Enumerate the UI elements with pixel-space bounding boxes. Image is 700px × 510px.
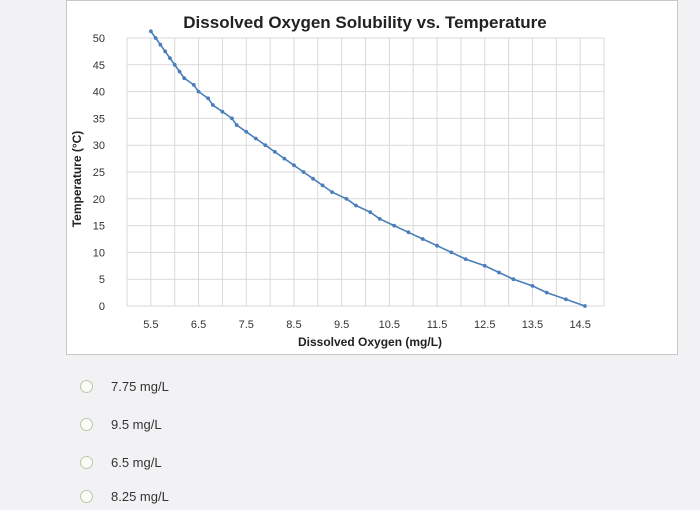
y-tick-label: 10	[93, 247, 105, 259]
data-point	[511, 277, 516, 282]
x-axis-label: Dissolved Oxygen (mg/L)	[298, 335, 442, 349]
x-tick-label: 13.5	[522, 319, 543, 331]
data-point	[330, 190, 335, 195]
y-tick-label: 0	[99, 301, 105, 313]
x-tick-label: 10.5	[379, 319, 400, 331]
data-point	[301, 170, 306, 174]
series-layer	[148, 29, 587, 308]
data-point	[244, 129, 249, 134]
data-point	[463, 257, 468, 261]
data-point	[272, 150, 277, 154]
radio-circle-icon[interactable]	[80, 417, 93, 431]
data-point	[435, 243, 439, 248]
data-point	[530, 284, 535, 288]
data-point	[497, 270, 501, 275]
data-point	[544, 290, 549, 295]
radio-circle-icon[interactable]	[80, 489, 93, 503]
x-tick-label: 11.5	[427, 319, 448, 331]
data-point	[196, 89, 201, 94]
data-point	[420, 237, 425, 241]
series-line	[150, 30, 586, 307]
y-tick-label: 15	[93, 221, 105, 233]
x-tick-label: 9.5	[334, 319, 349, 331]
grid	[126, 37, 605, 307]
data-point	[368, 210, 373, 215]
x-tick-label: 5.5	[143, 319, 158, 331]
data-point	[320, 183, 325, 188]
option-1[interactable]: 7.75 mg/L	[80, 374, 169, 398]
data-point	[177, 69, 182, 74]
data-point	[449, 250, 454, 255]
data-point	[234, 123, 239, 127]
option-label: 6.5 mg/L	[111, 454, 162, 470]
x-tick-label: 14.5	[569, 319, 590, 331]
data-point	[253, 136, 258, 141]
data-point	[282, 156, 287, 161]
data-point	[163, 49, 168, 54]
data-point	[292, 163, 296, 168]
data-point	[220, 109, 225, 114]
radio-circle-icon[interactable]	[80, 455, 93, 469]
x-tick-label: 6.5	[191, 319, 206, 331]
option-label: 8.25 mg/L	[111, 488, 169, 504]
data-point	[158, 42, 163, 47]
option-3[interactable]: 6.5 mg/L	[80, 450, 162, 474]
data-point	[583, 304, 587, 308]
data-point	[148, 29, 153, 34]
data-point	[406, 230, 411, 235]
data-point	[182, 76, 187, 81]
data-point	[377, 217, 382, 221]
x-tick-label: 8.5	[286, 319, 301, 331]
data-point	[344, 196, 349, 201]
y-tick-label: 30	[93, 140, 105, 152]
y-tick-label: 5	[99, 274, 105, 286]
chart-title: Dissolved Oxygen Solubility vs. Temperat…	[183, 13, 546, 32]
data-point	[311, 176, 315, 181]
data-point	[482, 263, 487, 268]
x-tick-label: 12.5	[474, 319, 495, 331]
data-point	[563, 297, 568, 302]
y-tick-label: 20	[93, 194, 105, 206]
data-point	[210, 103, 215, 107]
radio-circle-icon[interactable]	[80, 379, 93, 393]
data-point	[172, 62, 177, 67]
chart-frame: 5.5 6.5 7.5 8.5 9.5 10.5 11.5 12.5 13.5 14.5 0 5 10 1…	[66, 0, 678, 355]
y-tick-label: 25	[93, 167, 105, 179]
data-point	[263, 143, 268, 148]
option-label: 9.5 mg/L	[111, 416, 162, 432]
data-point	[230, 116, 234, 121]
chart: 5.5 6.5 7.5 8.5 9.5 10.5 11.5 12.5 13.5 14.5 0 5 10 1…	[70, 13, 605, 349]
axes: 5.5 6.5 7.5 8.5 9.5 10.5 11.5 12.5 13.5 14.5 0 5 10 1…	[93, 33, 591, 331]
y-tick-label: 50	[93, 33, 105, 45]
data-point	[153, 36, 158, 40]
option-4[interactable]: 8.25 mg/L	[80, 484, 169, 508]
option-2[interactable]: 9.5 mg/L	[80, 412, 162, 436]
data-point	[206, 96, 210, 101]
y-tick-label: 45	[93, 60, 105, 72]
data-point	[392, 223, 397, 228]
data-point	[191, 83, 196, 87]
option-label: 7.75 mg/L	[111, 378, 169, 394]
y-axis-label: Temperature (°C)	[70, 131, 84, 228]
data-point	[354, 203, 358, 208]
y-tick-label: 35	[93, 113, 105, 125]
x-tick-label: 7.5	[239, 319, 254, 331]
y-tick-label: 40	[93, 87, 105, 99]
data-point	[168, 56, 172, 60]
